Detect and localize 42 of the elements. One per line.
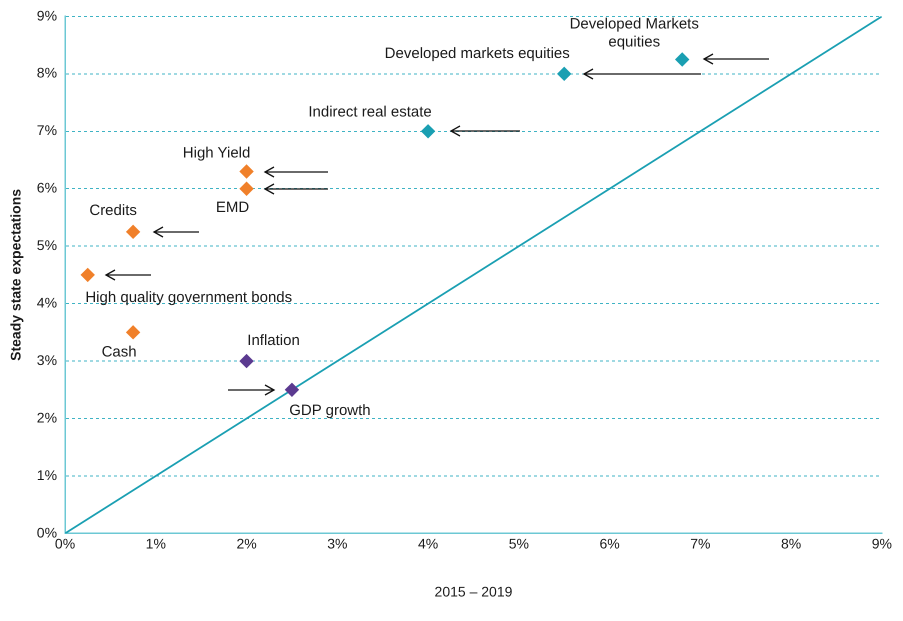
point xyxy=(240,354,254,368)
point xyxy=(284,382,299,397)
annotation: High quality government bonds xyxy=(85,289,292,306)
annotation: Developed Markets equities xyxy=(570,16,699,51)
point xyxy=(126,325,140,340)
y-tick-label: 6% xyxy=(36,180,58,196)
x-tick-label: 5% xyxy=(508,536,529,552)
annotation: Inflation xyxy=(247,332,300,350)
annotation: Developed markets equities xyxy=(384,44,570,62)
y-tick-label: 2% xyxy=(36,409,58,426)
annotation: GDP growth xyxy=(289,402,371,419)
y-tick-label: 0% xyxy=(36,524,58,540)
annotation: Indirect real estate xyxy=(308,103,432,120)
y-tick-label: 7% xyxy=(36,122,58,138)
annotation: Cash xyxy=(102,343,137,360)
x-tick-label: 1% xyxy=(146,536,166,552)
x-tick-label: 8% xyxy=(781,536,802,552)
x-axis-title: 2015 – 2019 xyxy=(434,583,513,600)
y-tick-label: 5% xyxy=(36,237,58,254)
annotation: High Yield xyxy=(182,144,250,162)
x-tick-label: 2% xyxy=(236,536,257,552)
y-axis-title: Steady state expectations xyxy=(7,188,24,361)
annotation: EMD xyxy=(216,198,250,216)
point xyxy=(126,224,140,239)
point xyxy=(421,124,436,138)
annotation: Credits xyxy=(89,202,137,219)
x-tick-label: 6% xyxy=(599,536,620,552)
x-tick-label: 7% xyxy=(690,536,710,552)
y-tick-label: 1% xyxy=(36,466,58,483)
y-tick-label: 4% xyxy=(36,294,58,310)
point xyxy=(675,52,690,66)
y-tick-label: 3% xyxy=(36,352,58,368)
x-tick-label: 3% xyxy=(327,536,348,552)
x-tick-label: 4% xyxy=(418,536,438,552)
point xyxy=(80,268,95,282)
point xyxy=(240,164,254,178)
point xyxy=(240,182,254,196)
x-tick-label: 9% xyxy=(872,536,892,552)
y-tick-label: 8% xyxy=(36,64,58,81)
x-tick-label: 0% xyxy=(54,536,76,552)
point xyxy=(557,66,572,81)
y-tick-label: 9% xyxy=(36,7,58,24)
